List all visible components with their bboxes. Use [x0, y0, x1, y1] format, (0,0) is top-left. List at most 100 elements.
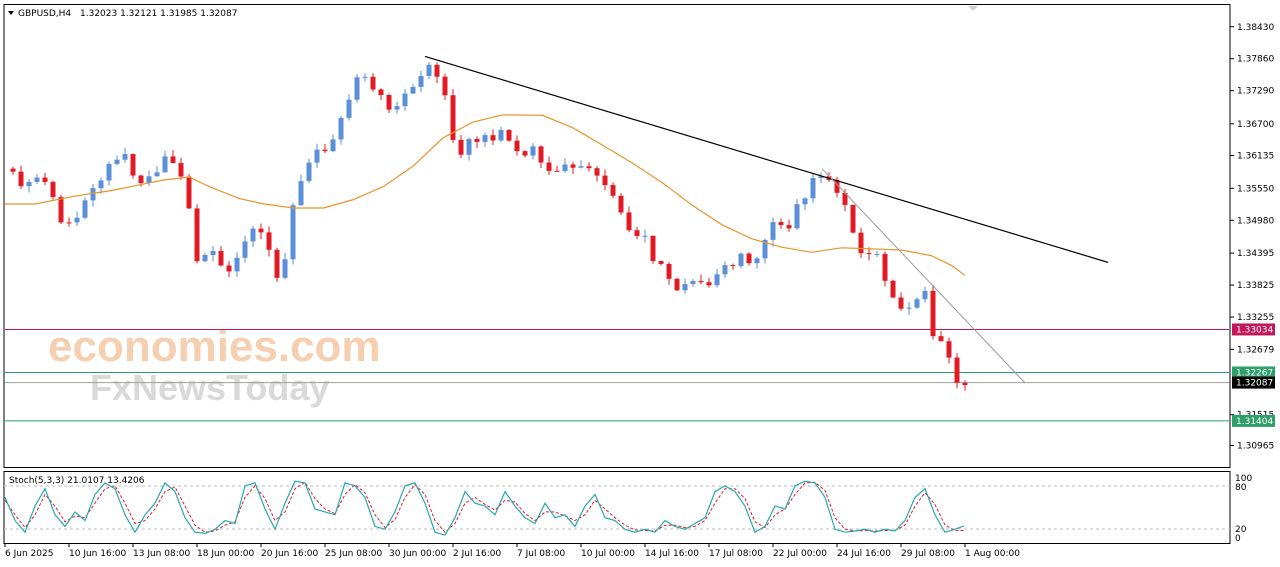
- candle-bull: [26, 181, 32, 187]
- y-tick-label: 1.30965: [1237, 442, 1274, 452]
- candle-bear: [706, 282, 712, 286]
- candle-bear: [674, 278, 680, 291]
- candle-bear: [890, 280, 896, 298]
- candle-bear: [546, 162, 552, 171]
- candle-bull: [242, 241, 248, 258]
- x-tick-label: 22 Jul 00:00: [773, 549, 827, 559]
- candle-bear: [218, 250, 224, 266]
- candle-bull: [202, 255, 208, 262]
- candle-bear: [938, 336, 944, 342]
- candle-bull: [682, 283, 688, 291]
- steep-trend-line[interactable]: [821, 168, 1026, 384]
- candle-bull: [354, 77, 360, 100]
- candle-bull: [362, 76, 368, 78]
- candle-bear: [962, 382, 968, 386]
- candle-bear: [626, 212, 632, 231]
- price-label-support: 1.31404: [1236, 417, 1273, 427]
- candle-bull: [314, 149, 320, 163]
- candle-bear: [274, 249, 280, 278]
- candle-bull: [466, 138, 472, 155]
- y-tick-label: 1.33255: [1237, 313, 1274, 323]
- price-label-box: [1232, 376, 1275, 389]
- candle-bull: [154, 172, 160, 177]
- stoch-signal-line: [4, 481, 964, 533]
- indicator-plot-frame: [3, 471, 1231, 544]
- candle-bull: [290, 205, 296, 260]
- candle-bear: [954, 357, 960, 383]
- stoch-level-80-label: 80: [1235, 483, 1247, 493]
- candle-bear: [658, 261, 664, 264]
- candle-bear: [450, 95, 456, 140]
- candle-bull: [34, 177, 40, 182]
- downtrend-line[interactable]: [424, 55, 1109, 263]
- stoch-level-100-label: 100: [1235, 474, 1252, 484]
- candle-bull: [562, 164, 568, 172]
- candle-bear: [266, 232, 272, 250]
- candle-bull: [818, 176, 824, 178]
- price-label-resistance: 1.33034: [1236, 325, 1273, 335]
- candle-bull: [794, 204, 800, 229]
- candle-bear: [130, 154, 136, 176]
- candle-bull: [114, 159, 120, 164]
- candle-bull: [346, 99, 352, 118]
- candle-bull: [394, 106, 400, 110]
- candle-bear: [50, 181, 56, 198]
- y-tick-label: 1.37860: [1237, 55, 1274, 65]
- stoch-label: Stoch(5,3,3) 21.0107 13.4206: [9, 476, 145, 486]
- y-tick-label: 1.37290: [1237, 87, 1274, 97]
- candle-bear: [586, 166, 592, 169]
- candle-bull: [74, 217, 80, 223]
- candle-bull: [426, 64, 432, 77]
- candle-bear: [898, 297, 904, 309]
- candle-bull: [282, 259, 288, 278]
- candle-bear: [322, 149, 328, 152]
- candle-bear: [602, 175, 608, 186]
- candle-bear: [858, 232, 864, 254]
- candle-bull: [162, 156, 168, 173]
- candle-bull: [874, 253, 880, 255]
- price-label-current: 1.32087: [1236, 379, 1273, 389]
- price-label-box: [1232, 366, 1275, 379]
- candle-bull: [122, 154, 128, 160]
- candle-bear: [58, 197, 64, 223]
- candle-bull: [338, 117, 344, 140]
- candle-bear: [866, 253, 872, 255]
- candle-bear: [378, 89, 384, 96]
- candle-bear: [386, 95, 392, 110]
- candle-bear: [442, 76, 448, 96]
- y-tick-label: 1.34980: [1237, 216, 1274, 226]
- candle-bull: [210, 250, 216, 256]
- y-tick-label: 1.36700: [1237, 120, 1274, 130]
- candle-bear: [138, 175, 144, 184]
- candle-bear: [930, 290, 936, 337]
- candle-bull: [770, 222, 776, 240]
- candle-bull: [482, 135, 488, 142]
- candle-bull: [802, 198, 808, 205]
- watermark-fxnewstoday: FxNewsToday: [90, 367, 329, 408]
- y-tick-label: 1.34395: [1237, 249, 1274, 259]
- symbol-dropdown-icon[interactable]: [8, 11, 14, 15]
- candle-bull: [714, 274, 720, 286]
- y-tick-label: 1.32679: [1237, 345, 1274, 355]
- candle-bull: [250, 228, 256, 242]
- y-tick-label: 1.33825: [1237, 281, 1274, 291]
- candle-bear: [258, 228, 264, 233]
- candle-bull: [642, 235, 648, 237]
- candle-bear: [618, 195, 624, 213]
- candle-bull: [90, 188, 96, 201]
- candle-bull: [762, 239, 768, 259]
- candle-bear: [18, 171, 24, 187]
- x-tick-label: 1 Aug 00:00: [965, 549, 1020, 559]
- candle-bear: [490, 135, 496, 141]
- candle-bull: [234, 257, 240, 272]
- candle-bear: [882, 253, 888, 281]
- stoch-level-0-label: 0: [1235, 534, 1241, 544]
- candle-bull: [578, 166, 584, 168]
- candle-bear: [850, 204, 856, 233]
- x-tick-label: 6 Jun 2025: [5, 549, 53, 559]
- candle-bear: [842, 192, 848, 205]
- price-label-support: 1.32267: [1236, 368, 1273, 378]
- main-plot-frame: [3, 4, 1231, 468]
- candle-bull: [410, 86, 416, 94]
